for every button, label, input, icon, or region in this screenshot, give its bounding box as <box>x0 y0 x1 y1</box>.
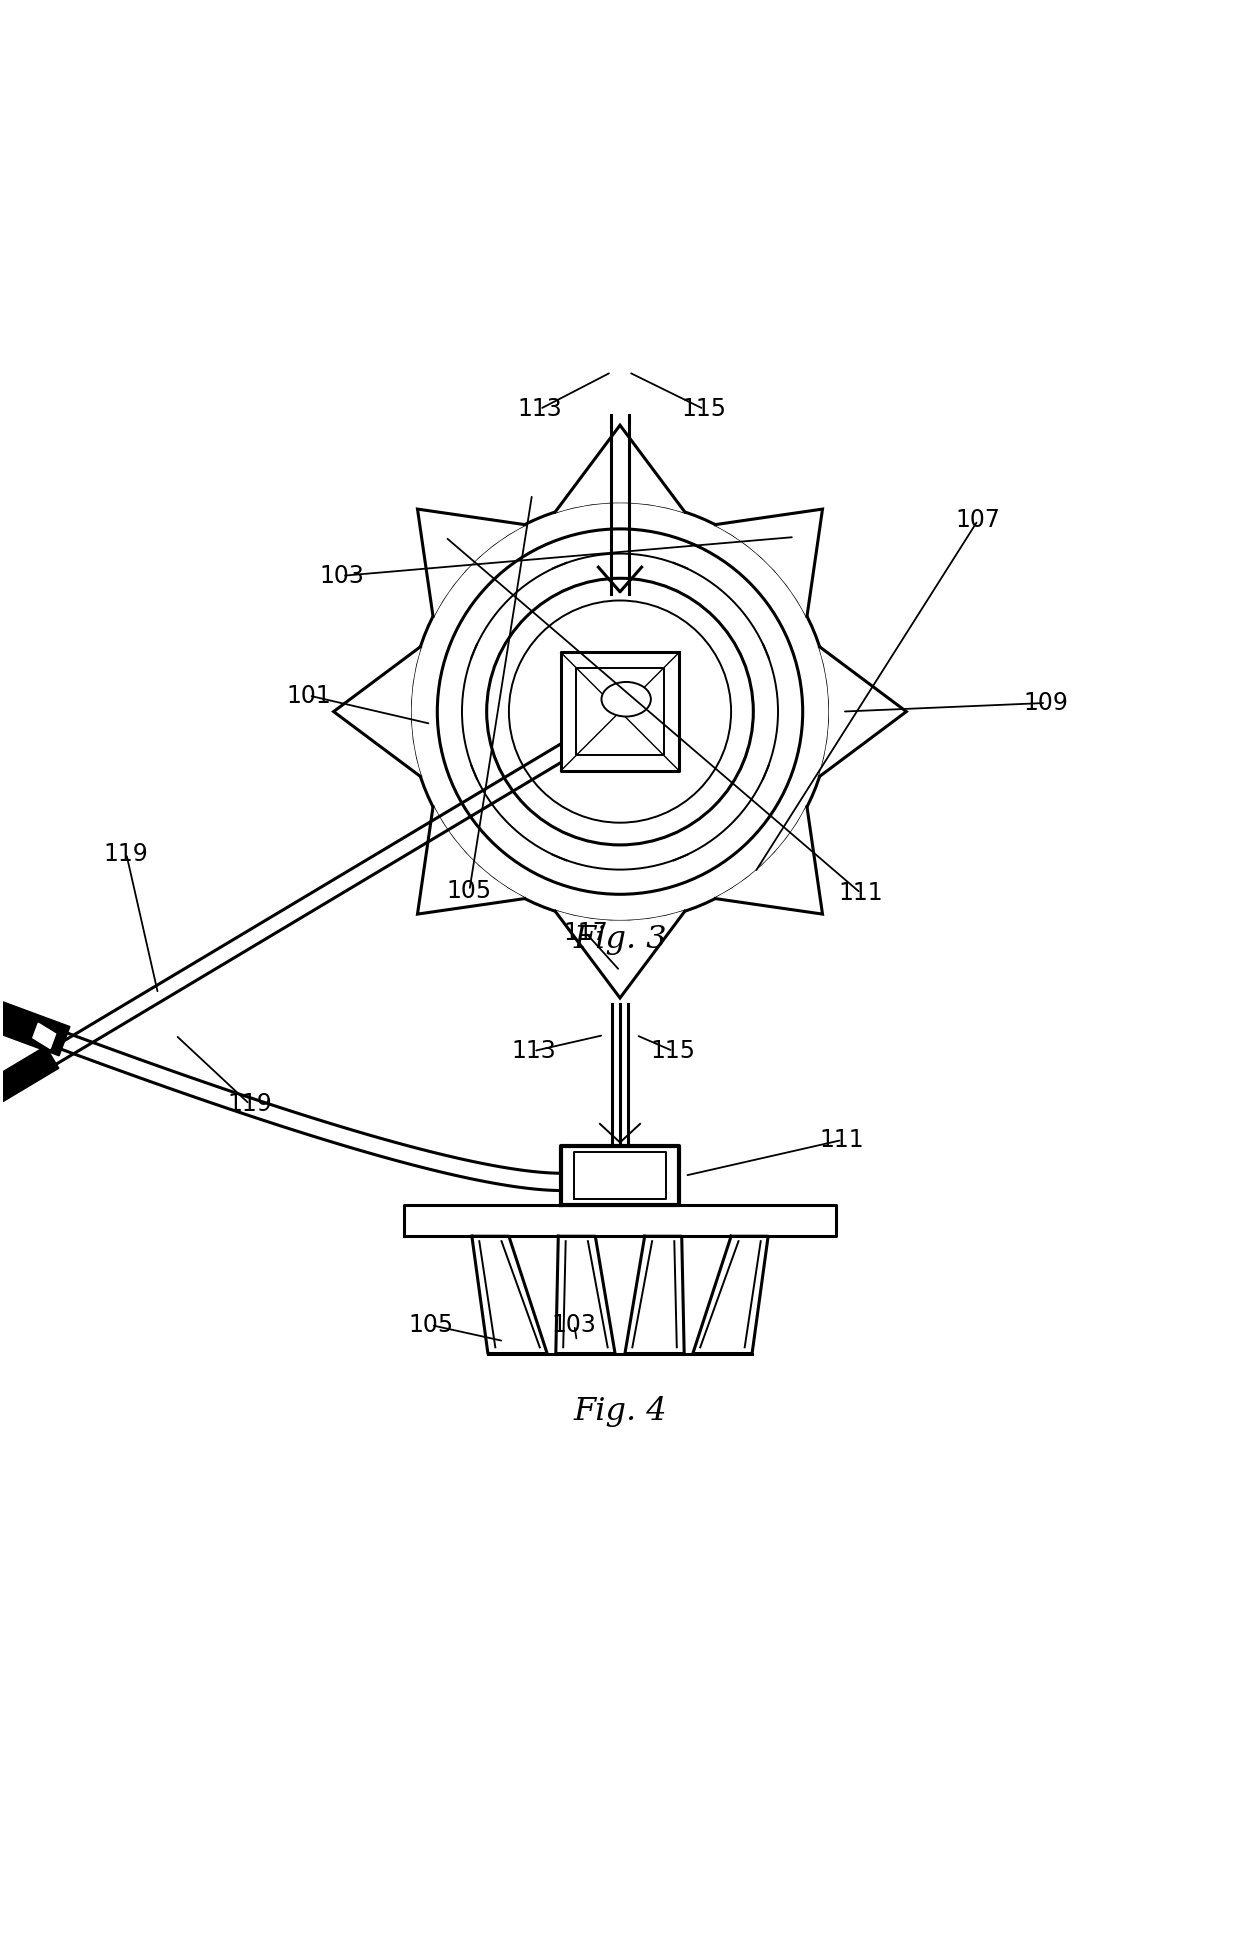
Polygon shape <box>693 1237 768 1354</box>
Polygon shape <box>556 426 684 512</box>
Polygon shape <box>562 1147 678 1206</box>
Text: Fig. 4: Fig. 4 <box>573 1395 667 1426</box>
Ellipse shape <box>601 682 651 717</box>
Text: 117: 117 <box>563 920 608 944</box>
Text: 103: 103 <box>320 565 365 588</box>
Text: 105: 105 <box>408 1313 454 1337</box>
Text: 103: 103 <box>552 1313 596 1337</box>
Polygon shape <box>715 807 822 914</box>
Circle shape <box>463 553 777 870</box>
Polygon shape <box>556 911 684 998</box>
Polygon shape <box>820 647 906 776</box>
Polygon shape <box>0 1045 58 1110</box>
Text: 105: 105 <box>446 879 492 903</box>
Text: 113: 113 <box>517 397 562 422</box>
Text: 101: 101 <box>286 684 331 707</box>
Circle shape <box>508 600 732 823</box>
Text: 111: 111 <box>838 881 883 905</box>
Polygon shape <box>715 510 822 616</box>
Polygon shape <box>556 1237 615 1354</box>
Text: 109: 109 <box>1023 692 1069 715</box>
Polygon shape <box>472 1237 547 1354</box>
Polygon shape <box>625 1237 684 1354</box>
Polygon shape <box>560 653 680 772</box>
Polygon shape <box>418 510 525 616</box>
Text: 113: 113 <box>511 1040 556 1063</box>
Polygon shape <box>0 997 69 1055</box>
Text: 115: 115 <box>682 397 727 422</box>
Text: Fig. 3: Fig. 3 <box>573 924 667 956</box>
Text: 115: 115 <box>651 1040 696 1063</box>
Circle shape <box>438 530 802 895</box>
Polygon shape <box>404 1206 836 1237</box>
Polygon shape <box>32 1024 56 1049</box>
Circle shape <box>410 502 830 922</box>
Text: 107: 107 <box>956 508 1001 531</box>
Polygon shape <box>334 647 420 776</box>
Text: 111: 111 <box>820 1127 864 1153</box>
Text: 119: 119 <box>227 1092 272 1116</box>
Circle shape <box>486 578 754 844</box>
Text: 119: 119 <box>104 842 149 866</box>
Polygon shape <box>418 807 525 914</box>
